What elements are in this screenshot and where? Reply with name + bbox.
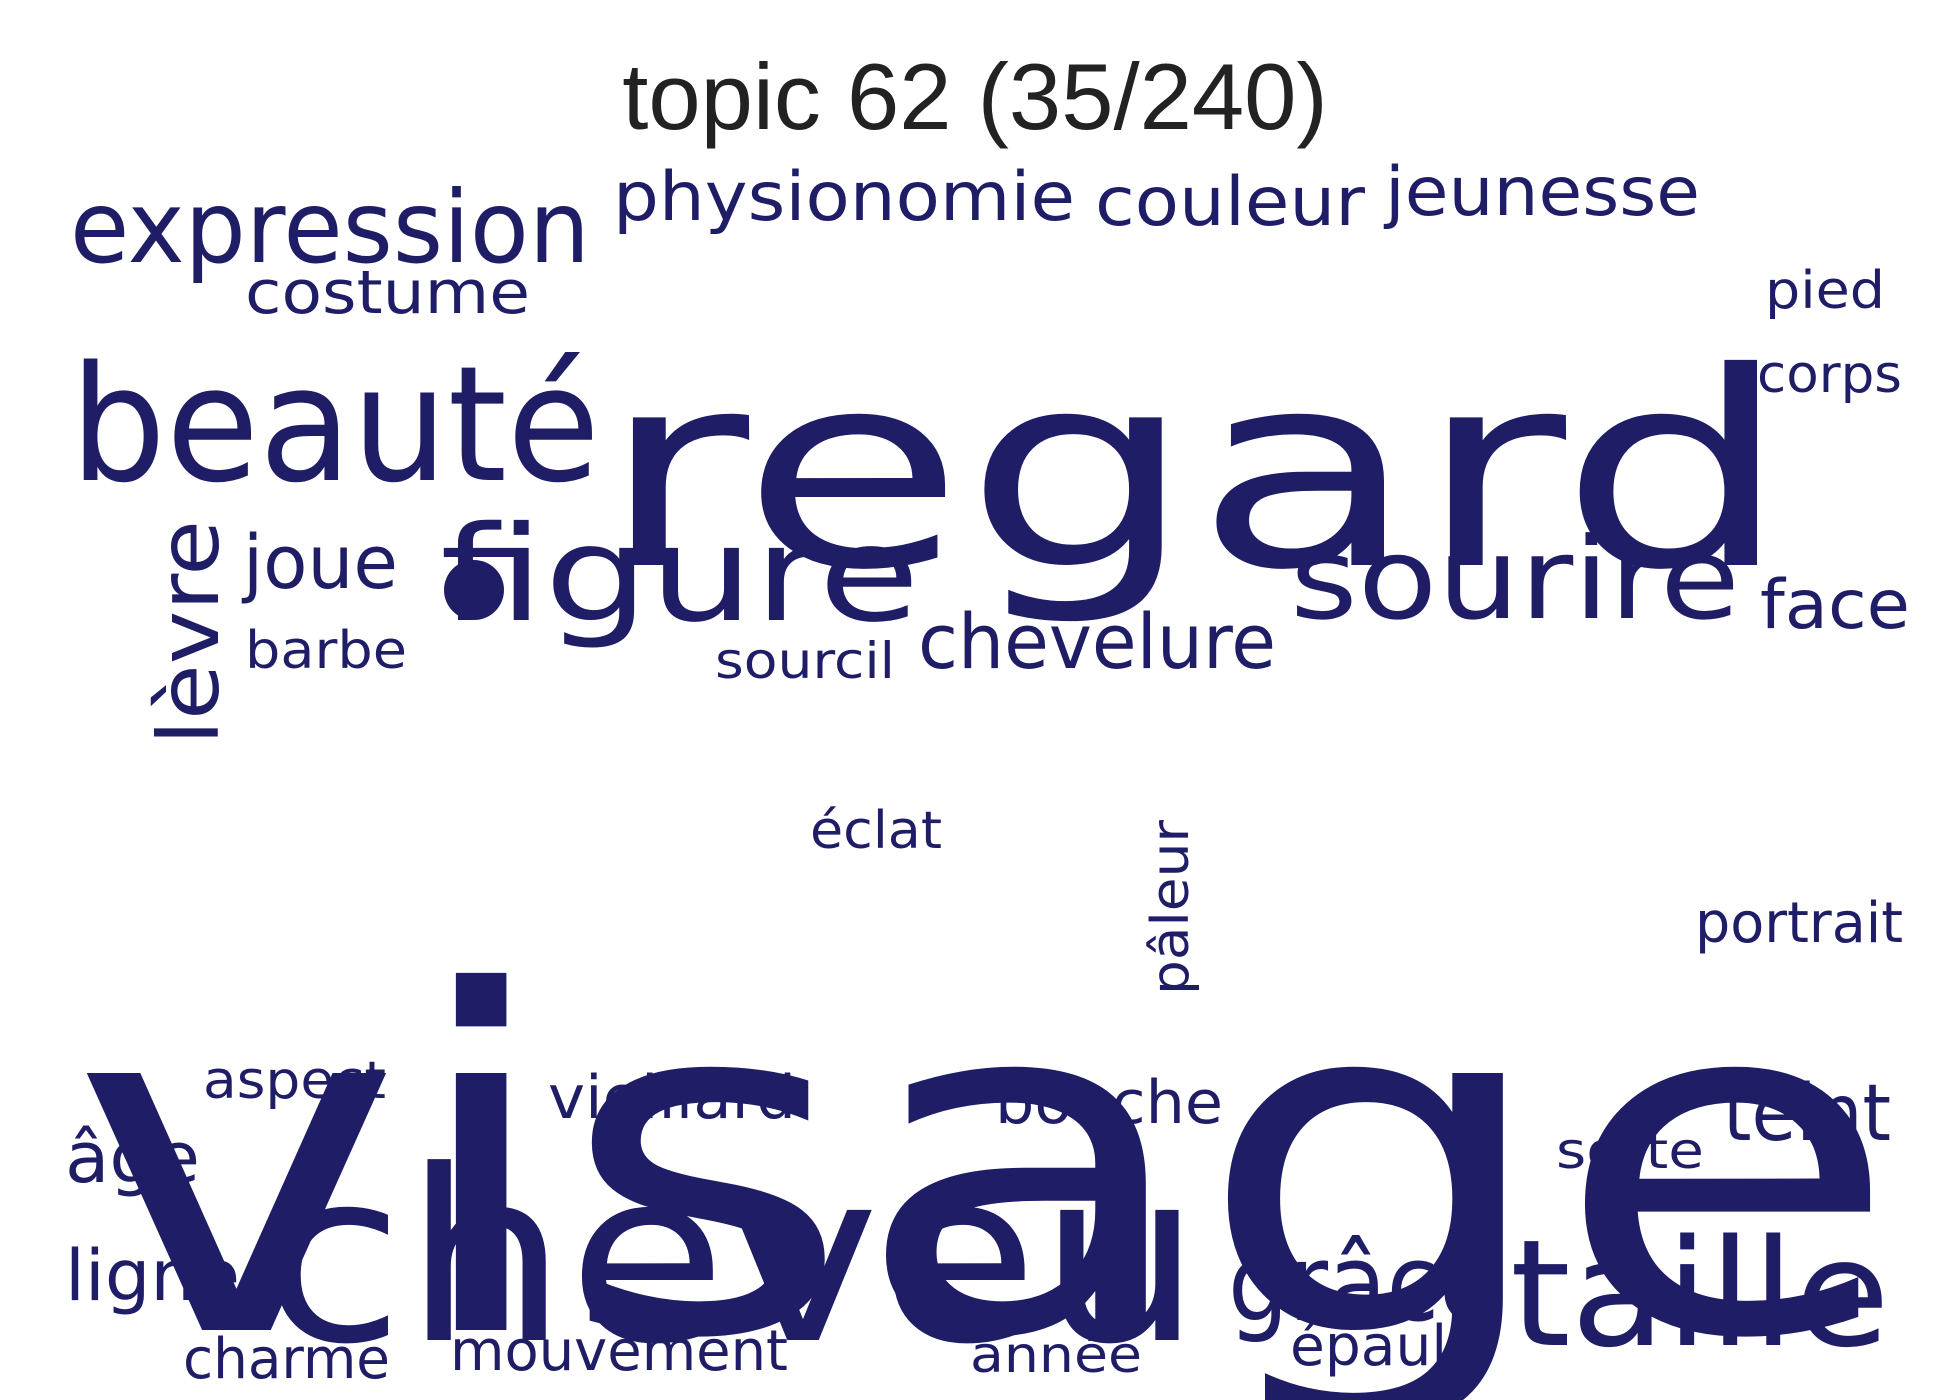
word-4: beauté (70, 331, 600, 518)
word-17: face (1760, 566, 1910, 645)
word-20: vieillard (548, 1063, 796, 1133)
word-1: visage (70, 894, 1900, 1400)
word-33: sourcil (715, 632, 895, 690)
word-27: épaule (1290, 1314, 1482, 1379)
dot-mark (444, 560, 504, 620)
word-31: aspect (203, 1051, 386, 1111)
word-29: corps (1757, 345, 1902, 405)
word-11: physionomie (613, 158, 1075, 237)
word-6: sourire (1290, 513, 1740, 645)
word-28: pied (1765, 261, 1885, 321)
word-25: mouvement (450, 1319, 788, 1384)
word-2: regard (600, 314, 1790, 629)
word-22: âge (65, 1117, 200, 1199)
word-5: figure (440, 498, 920, 652)
word-16: teint (1723, 1069, 1891, 1159)
chart-title: topic 62 (35/240) (622, 44, 1328, 149)
word-3: cheveu (262, 1120, 1202, 1397)
word-19: bouche (995, 1068, 1223, 1138)
word-7: taille (1510, 1208, 1890, 1380)
word-18: costume (245, 258, 530, 328)
word-26: charme (183, 1327, 390, 1392)
word-8: expression (70, 169, 590, 286)
word-30: barbe (245, 621, 407, 681)
word-21: ligne (65, 1235, 240, 1317)
word-24: portrait (1695, 891, 1903, 956)
word-32: éclat (810, 801, 942, 861)
word-14: chevelure (918, 597, 1276, 686)
word-23: pâleur (1141, 819, 1201, 995)
word-9: grâce (1228, 1222, 1498, 1345)
word-13: jeunesse (1383, 153, 1700, 232)
word-10: lèvre (140, 520, 238, 745)
word-12: couleur (1095, 163, 1365, 242)
word-15: joue (241, 520, 398, 606)
word-35: année (970, 1326, 1142, 1384)
word-34: sorte (1556, 1122, 1704, 1180)
